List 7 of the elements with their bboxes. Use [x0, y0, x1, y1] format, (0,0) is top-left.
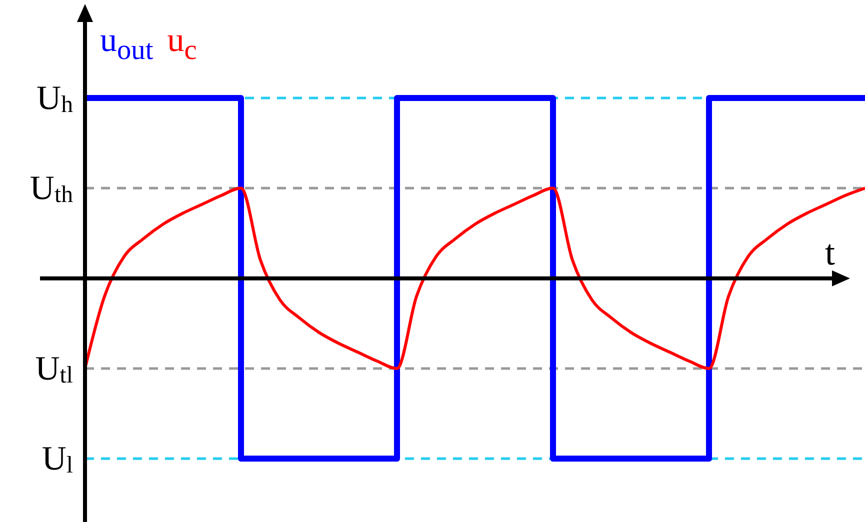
ref-line-label: U$_{h}$	[36, 79, 74, 118]
series-label: u$_{out}$	[100, 22, 154, 67]
ref-line-label: U$_{th}$	[30, 170, 74, 208]
text: u$_{c}$	[167, 22, 197, 67]
ref-line-label: U$_{l}$	[42, 440, 74, 479]
x-axis-title: t	[824, 232, 836, 272]
ref-line-label: U$_{tl}$	[35, 350, 74, 389]
